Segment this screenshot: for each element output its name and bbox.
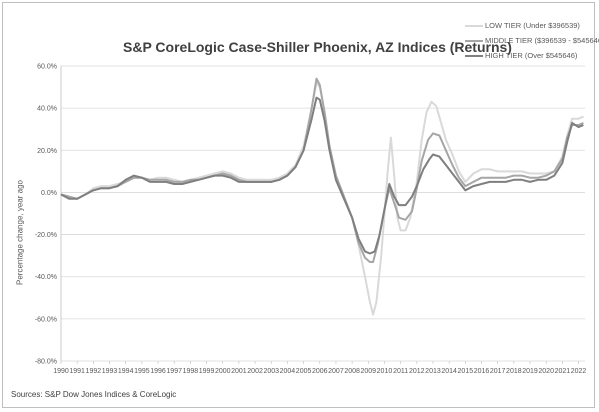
source-note: Sources: S&P Dow Jones Indices & CoreLog…: [11, 390, 177, 399]
x-tick-label: 2002: [247, 368, 263, 375]
chart-title: S&P CoreLogic Case-Shiller Phoenix, AZ I…: [123, 39, 512, 55]
x-tick-label: 1991: [69, 368, 85, 375]
x-tick-label: 2004: [280, 368, 296, 375]
x-tick-label: 2005: [296, 368, 312, 375]
x-tick-label: 1995: [134, 368, 150, 375]
series-line-2: [60, 96, 584, 255]
x-tick-label: 2000: [215, 368, 231, 375]
legend-swatch-high-tier: [465, 55, 483, 57]
x-tick-label: 1997: [166, 368, 182, 375]
x-tick-label: 2016: [474, 368, 490, 375]
x-tick-label: 1993: [102, 368, 118, 375]
x-tick-label: 2013: [425, 368, 441, 375]
x-tick-label: 2020: [538, 368, 554, 375]
x-tick-label: 2009: [360, 368, 376, 375]
x-tick-label: 2008: [344, 368, 360, 375]
x-tick-label: 2019: [522, 368, 538, 375]
y-tick-label: 40.0%: [37, 106, 57, 113]
legend-label-low-tier: LOW TIER (Under $396539): [485, 21, 580, 30]
x-tick-label: 2003: [263, 368, 279, 375]
plot-area: 60.0% 40.0% 20.0% 0.0% -20.0% -40.0% -60.0% -80…: [35, 64, 587, 376]
series-line-0: [60, 81, 584, 316]
y-tick-label: 0.0%: [41, 190, 57, 197]
x-tick-label: 2012: [409, 368, 425, 375]
x-tick-label: 1992: [86, 368, 102, 375]
x-tick-label: 1994: [118, 368, 134, 375]
x-tick-label: 2015: [458, 368, 474, 375]
y-tick-label: -80.0%: [35, 359, 57, 366]
x-tick-label: 2011: [393, 368, 408, 375]
x-tick-label: 2006: [312, 368, 328, 375]
y-tick-label: -60.0%: [35, 316, 57, 323]
legend-label-middle-tier: MIDDLE TIER ($396539 - $545646): [485, 36, 599, 45]
tick-layer: 60.0% 40.0% 20.0% 0.0% -20.0% -40.0% -60.0% -80…: [35, 64, 587, 376]
x-tick-label: 2022: [571, 368, 587, 375]
legend-swatch-low-tier: [465, 25, 483, 27]
series-layer: [60, 77, 584, 316]
x-tick-label: 1996: [150, 368, 166, 375]
x-tick-label: 1998: [183, 368, 199, 375]
x-tick-label: 1999: [199, 368, 215, 375]
x-tick-label: 1990: [53, 368, 69, 375]
x-tick-label: 2014: [441, 368, 457, 375]
y-tick-label: 20.0%: [37, 148, 57, 155]
x-tick-label: 2007: [328, 368, 344, 375]
x-tick-label: 2001: [231, 368, 247, 375]
y-tick-label: 60.0%: [37, 64, 57, 71]
y-tick-label: -20.0%: [35, 232, 57, 239]
y-tick-label: -40.0%: [35, 274, 57, 281]
x-tick-label: 2010: [377, 368, 393, 375]
x-tick-label: 2021: [555, 368, 571, 375]
x-tick-label: 2018: [506, 368, 522, 375]
legend-swatch-middle-tier: [465, 40, 483, 42]
legend-label-high-tier: HIGH TIER (Over $545646): [485, 51, 578, 60]
x-tick-label: 2017: [490, 368, 506, 375]
